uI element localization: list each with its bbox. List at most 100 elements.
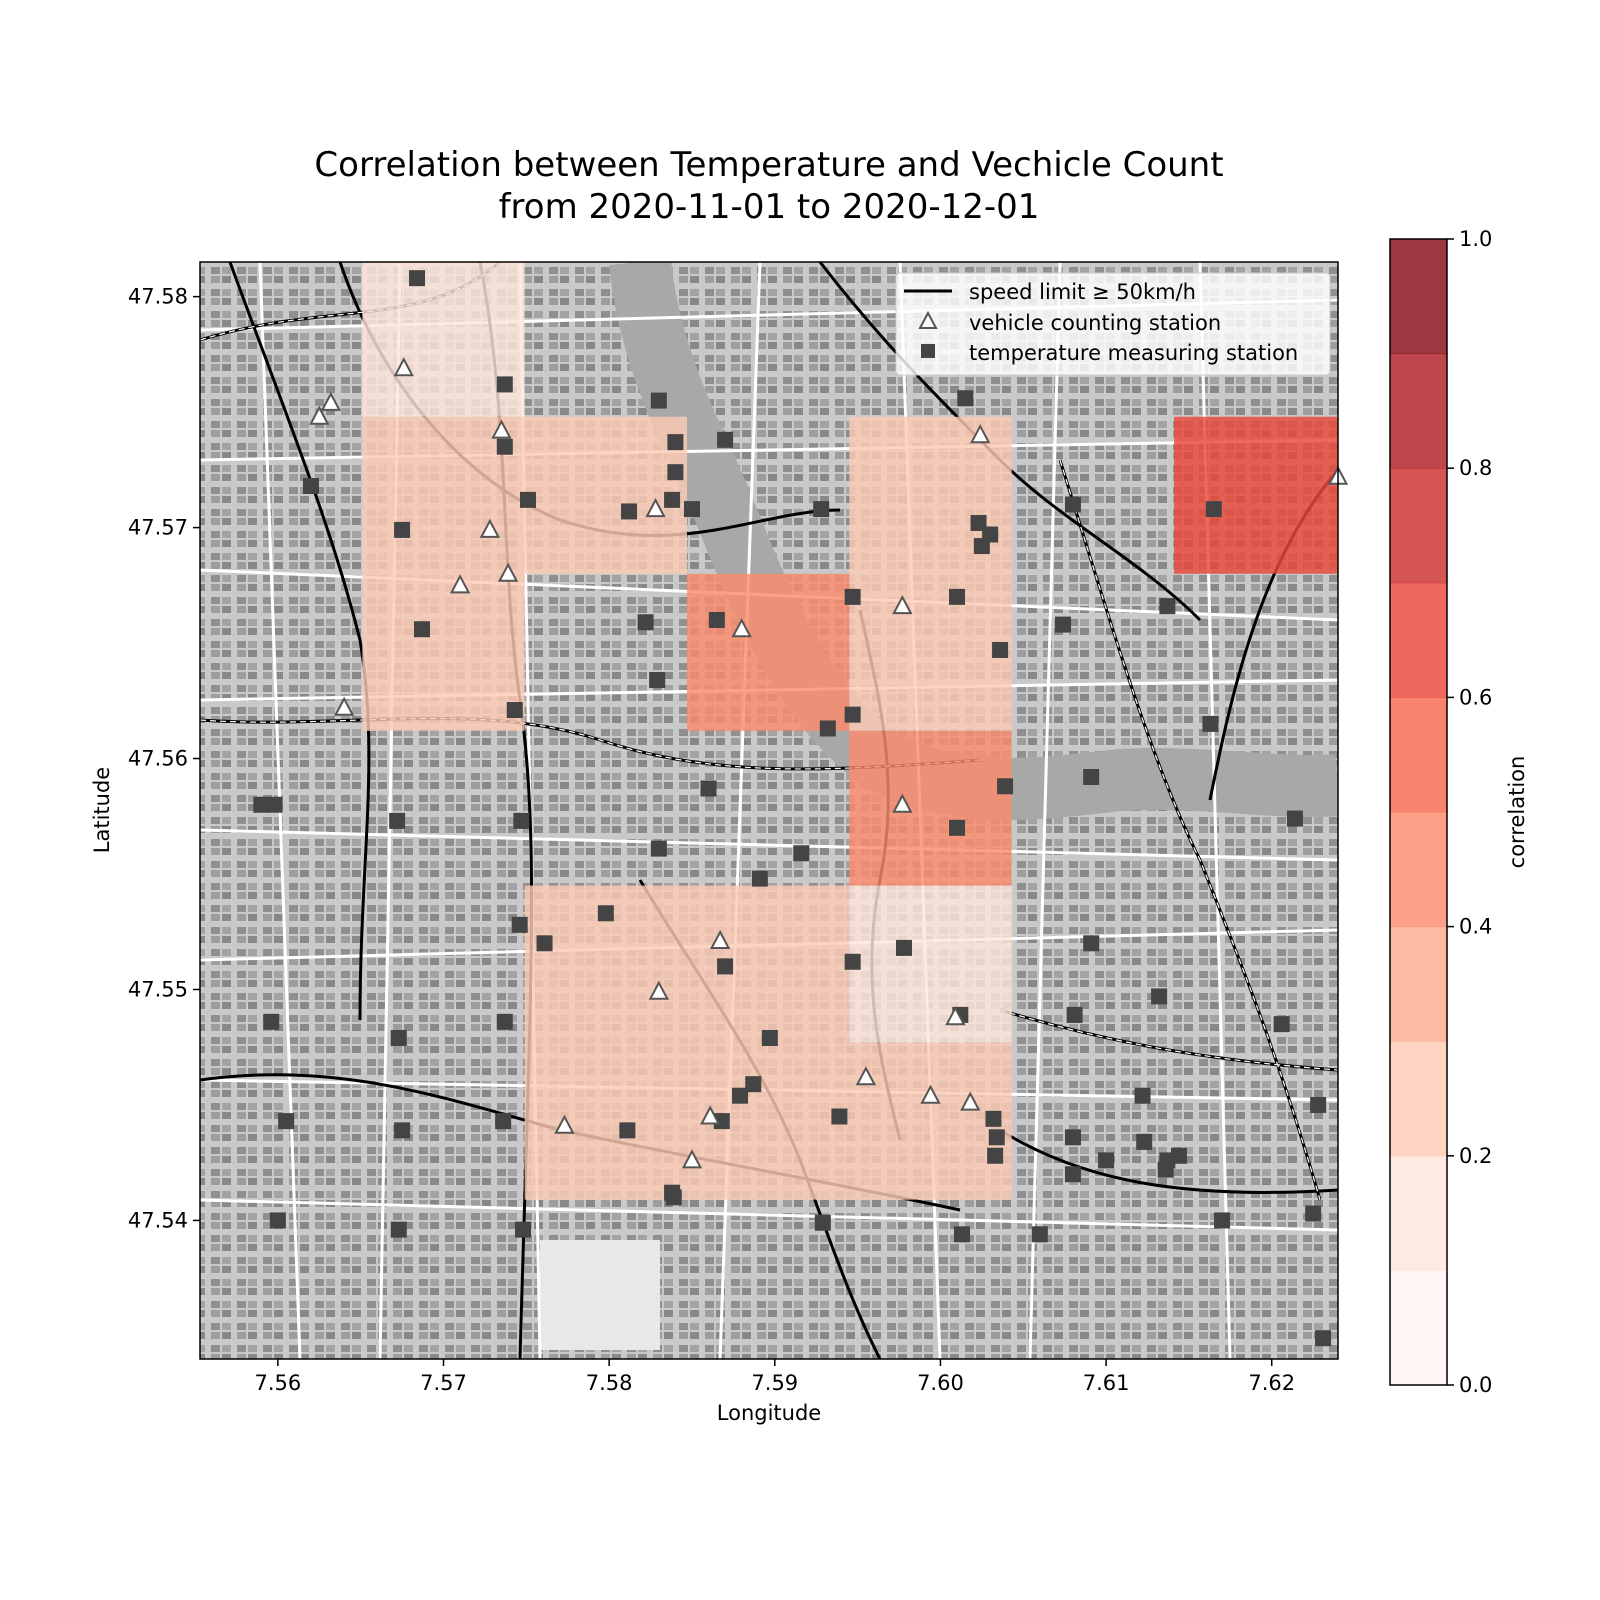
temperature-station-marker [1170,1147,1187,1164]
temperature-station-marker [1064,1129,1081,1146]
heatmap-cell-4 [849,416,1012,731]
temperature-station-marker [496,438,513,455]
legend-triangle-marker [918,310,938,329]
legend-label-temperature-station: temperature measuring station [969,341,1298,365]
temperature-station-marker [408,270,425,287]
colorbar-segment [1390,582,1447,698]
temperature-station-marker [1055,616,1072,633]
heatmap-cell-0 [362,262,525,417]
temperature-station-marker [389,812,406,829]
colorbar-tick-label: 1.0 [1459,227,1492,251]
temperature-station-marker [278,1113,295,1130]
vehicle-station-marker [709,929,731,949]
park-area [540,1240,660,1350]
x-axis-label: Longitude [717,1401,821,1425]
colorbar-segment [1390,353,1447,469]
temperature-station-marker [988,1129,1005,1146]
temperature-station-marker [896,939,913,956]
colorbar-label: correlation [1505,756,1529,869]
vehicle-station-marker [920,1084,941,1104]
temperature-station-marker [1214,1212,1231,1229]
temperature-station-marker [813,501,830,518]
x-tick-label: 7.62 [1248,1371,1295,1395]
chart-title-line-1: Correlation between Temperature and Vech… [314,145,1223,185]
temperature-station-marker [1205,501,1222,518]
temperature-station-marker [949,819,966,836]
temperature-station-marker [302,478,319,495]
heatmap-cell-3 [687,573,850,731]
temperature-station-marker [745,1076,762,1093]
temperature-station-marker [1064,496,1081,513]
temperature-station-marker [987,1147,1004,1164]
temperature-station-marker [1098,1152,1115,1169]
temperature-station-marker [708,611,725,628]
vehicle-station-marker [320,391,342,411]
temperature-station-marker [1273,1016,1290,1033]
temperature-station-marker [844,953,861,970]
y-tick-label: 47.55 [128,977,188,1001]
temperature-station-marker [649,672,666,689]
temperature-station-marker [713,1113,730,1130]
x-tick-label: 7.59 [751,1371,798,1395]
temperature-station-marker [997,778,1014,795]
plot-frame [199,261,1339,1360]
vehicle-station-marker [449,574,471,594]
vehicle-station-marker [333,696,355,716]
temperature-station-marker [1066,1006,1083,1023]
temperature-station-marker [1315,1330,1332,1347]
temperature-station-marker [619,1122,636,1139]
heatmap-cell-6 [849,730,1012,886]
temperature-station-marker [1202,715,1219,732]
temperature-station-marker [992,641,1009,658]
temperature-station-marker [394,521,411,538]
colorbar-segment [1390,926,1447,1042]
colorbar-segment [1390,468,1447,584]
temperature-station-marker [953,1226,970,1243]
vehicle-station-marker [491,419,512,439]
temperature-station-marker [597,905,614,922]
temperature-station-marker [263,1013,280,1030]
temperature-station-marker [495,1113,512,1130]
temperature-station-marker [1286,810,1303,827]
y-tick-label: 47.58 [128,285,188,309]
temperature-station-marker [667,434,684,451]
y-tick-label: 47.54 [128,1208,188,1232]
vehicle-station-marker [731,618,752,638]
temperature-station-marker [650,392,667,409]
temperature-station-marker [1134,1087,1151,1104]
vehicle-station-marker [892,594,913,615]
temperature-station-marker [511,916,528,933]
temperature-station-marker [1064,1166,1081,1183]
colorbar-tick-label: 0.4 [1459,915,1492,939]
temperature-station-marker [513,812,530,829]
x-tick-label: 7.61 [1083,1371,1130,1395]
temperature-station-marker [390,1221,407,1238]
temperature-station-marker [1083,769,1100,786]
temperature-station-marker [413,621,430,638]
temperature-stations-layer [253,270,1332,1347]
vehicle-station-marker [892,793,913,813]
temperature-station-marker [664,491,681,508]
vehicle-station-marker [681,1149,703,1169]
colorbar-segment [1390,239,1447,355]
vehicle-station-marker [645,497,666,518]
temperature-station-marker [949,588,966,605]
x-tick-label: 7.57 [420,1371,467,1395]
temperature-station-marker [665,1189,682,1206]
x-axis-ticks: 7.56 7.57 7.58 7.59 7.60 7.61 7.62 [254,1359,1295,1395]
x-tick-label: 7.60 [917,1371,964,1395]
temperature-station-marker [621,503,638,520]
temperature-station-marker [1151,988,1168,1005]
temperature-station-marker [751,870,768,887]
colorbar-tick-label: 0.2 [1459,1144,1492,1168]
vehicle-station-marker [393,357,414,377]
vehicle-stations-layer [309,357,1349,1169]
heatmap-cell-5 [1174,416,1338,574]
vehicle-station-marker [497,562,519,582]
temperature-station-marker [957,390,974,407]
temperature-station-marker [793,845,810,862]
temperature-station-marker [667,464,684,481]
temperature-station-marker [506,702,523,719]
temperature-station-marker [1157,1161,1174,1178]
vehicle-station-marker [648,980,670,1000]
